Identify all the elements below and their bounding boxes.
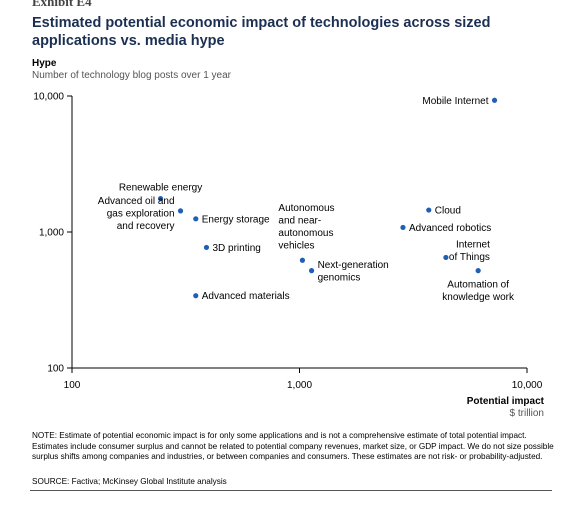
y-axis-subtitle: Number of technology blog posts over 1 y… xyxy=(32,70,231,81)
point-label: Mobile Internet xyxy=(422,96,488,107)
data-point xyxy=(308,268,315,274)
exhibit-label: Exhibit E4 xyxy=(32,0,92,9)
x-tick-label: 10,000 xyxy=(512,380,543,391)
x-axis-title: Potential impact xyxy=(466,396,544,407)
point-label: Autonomous and near-autonomous vehicles xyxy=(278,203,334,252)
data-point xyxy=(299,257,306,263)
point-label: Advanced robotics xyxy=(409,223,491,234)
point-label: Renewable energy xyxy=(119,183,202,194)
x-axis-unit: $ trillion xyxy=(509,408,544,419)
y-tick-label: 100 xyxy=(47,364,64,375)
data-point xyxy=(426,207,432,213)
data-point xyxy=(193,216,199,222)
chart-title: Estimated potential economic impact of t… xyxy=(32,15,491,49)
bottom-divider xyxy=(30,490,552,491)
data-point xyxy=(203,244,210,251)
point-label: Advanced materials xyxy=(202,291,290,302)
point-label: Automation of knowledge work xyxy=(442,280,515,304)
x-tick-label: 1,000 xyxy=(287,380,312,391)
data-point xyxy=(193,293,199,299)
point-label: Internet of Things xyxy=(449,239,490,263)
point-label: 3D printing xyxy=(212,243,260,254)
point-label: Energy storage xyxy=(202,214,270,225)
point-label: Advanced oil and gas exploration and recov… xyxy=(98,196,175,232)
y-axis-title: Hype xyxy=(32,58,57,69)
y-tick-label: 10,000 xyxy=(33,92,64,103)
source-line: SOURCE: Factiva; McKinsey Global Institu… xyxy=(32,477,227,486)
y-tick-label: 1,000 xyxy=(39,228,64,239)
data-point xyxy=(443,254,449,261)
point-label: Cloud xyxy=(435,206,461,217)
data-point xyxy=(400,224,406,231)
data-point xyxy=(177,208,184,214)
data-point xyxy=(475,268,481,274)
data-point xyxy=(157,196,164,202)
point-label: Next-generation genomics xyxy=(318,260,389,284)
footnote: NOTE: Estimate of potential economic imp… xyxy=(32,431,554,461)
data-point xyxy=(491,97,498,103)
x-tick-label: 100 xyxy=(64,380,81,391)
scatter-chart: 100 1,000 10,000 100 1,000 10,000 Mobile Inter… xyxy=(33,92,543,392)
